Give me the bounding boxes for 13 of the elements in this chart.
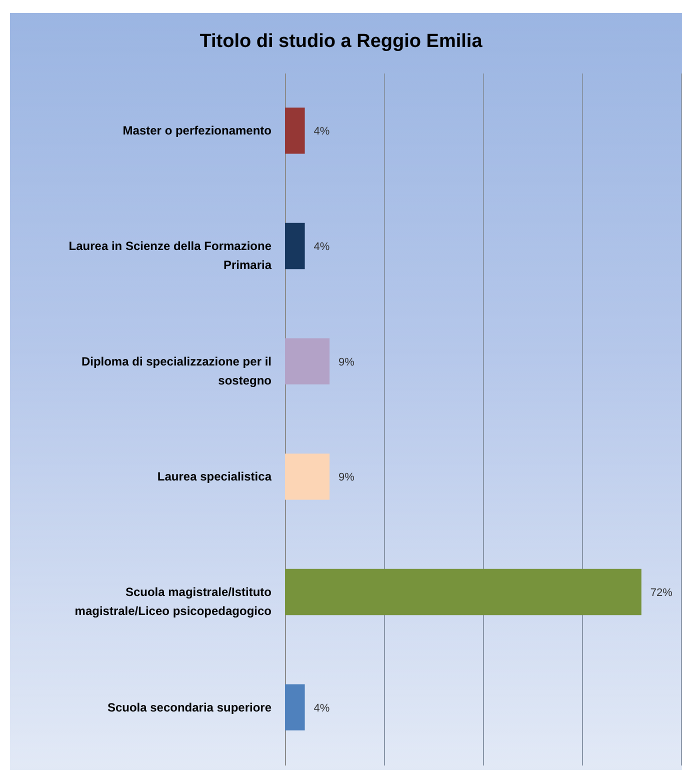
data-label: 9% [338, 356, 355, 368]
chart-title: Titolo di studio a Reggio Emilia [200, 31, 483, 52]
y-tick-label: Master o perfezionamento [122, 124, 272, 138]
y-tick-label: Scuola magistrale/Istituto magistrale/Liceo psicopedagogico [74, 585, 272, 618]
y-tick-label: Diploma di specializzazione per il sostegno [81, 354, 272, 388]
y-tick-label: Laurea in Scienze della Formazione Primaria [68, 239, 272, 272]
data-label: 4% [314, 241, 330, 253]
y-tick-label: Laurea specialistica [157, 470, 272, 484]
data-label: 72% [650, 587, 673, 599]
data-label: 4% [314, 126, 330, 138]
data-label: 9% [338, 472, 355, 484]
y-tick-label: Scuola secondaria superiore [107, 700, 272, 714]
data-label: 4% [314, 702, 330, 714]
